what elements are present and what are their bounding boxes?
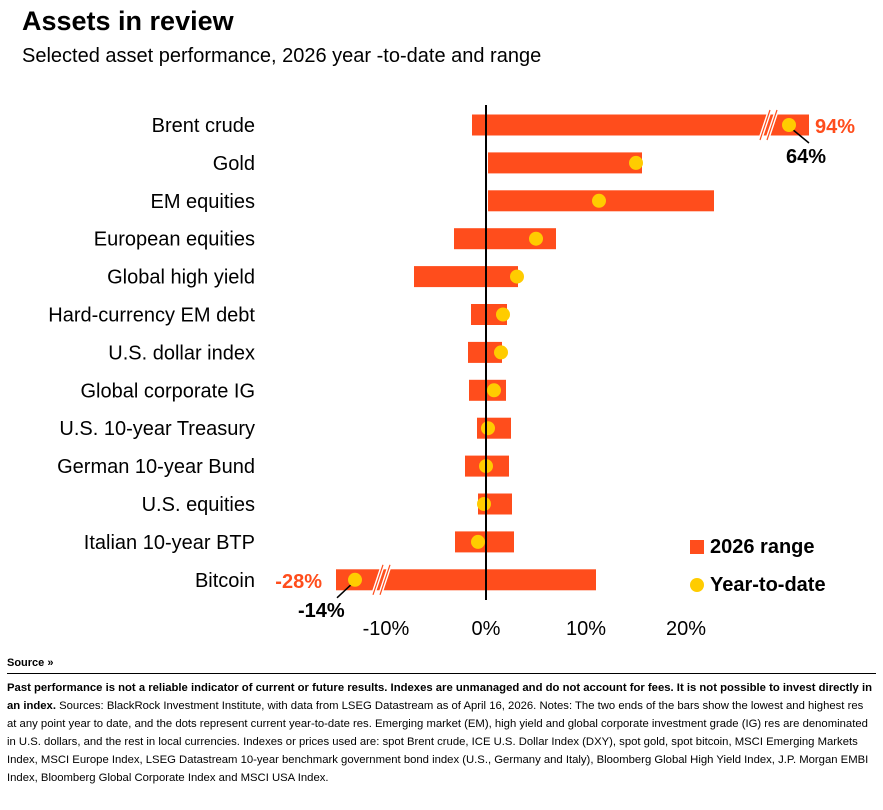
range-bar-european-equities (454, 228, 556, 250)
notes-text: Sources: BlackRock Investment Institute,… (7, 700, 869, 784)
legend-item-range: 2026 range (690, 528, 826, 566)
category-label-em-equities: EM equities (151, 191, 256, 213)
legend-swatch-ytd (690, 578, 704, 592)
range-bar-brent-crude (472, 114, 809, 136)
ytd-leader-bitcoin (336, 583, 353, 599)
category-label-gold: Gold (213, 153, 255, 175)
axis-break-edge-bitcoin-0 (372, 564, 384, 595)
source-toggle-button[interactable]: Source » (7, 657, 54, 669)
ytd-callout-bitcoin: -14% (298, 600, 345, 622)
range-callout-bitcoin: -28% (275, 571, 322, 593)
chart-legend: 2026 range Year-to-date (690, 528, 826, 604)
range-bar-bitcoin (336, 569, 596, 591)
ytd-dot-gold (629, 155, 643, 170)
source-notes: Past performance is not a reliable indic… (7, 679, 873, 787)
category-label-u-s-equities: U.S. equities (142, 494, 255, 516)
ytd-dot-italian-10-year-btp (471, 534, 485, 549)
axis-break-edge-brent-crude-1 (766, 109, 778, 141)
ytd-dot-brent-crude (782, 118, 796, 132)
divider (7, 673, 876, 674)
category-label-u-s-10-year-treasury: U.S. 10-year Treasury (59, 418, 255, 440)
category-label-hard-currency-em-debt: Hard-currency EM debt (48, 305, 255, 327)
x-tick-label-2: 10% (566, 618, 606, 640)
range-bar-hard-currency-em-debt (471, 304, 507, 325)
range-chart: Brent crude 94% 64% Gold EM equities European… (48, 105, 855, 640)
ytd-callout-brent-crude: 64% (786, 146, 826, 168)
page-title: Assets in review (22, 6, 234, 36)
category-label-european-equities: European equities (94, 229, 255, 251)
legend-swatch-range (690, 540, 704, 554)
x-tick-label-0: -10% (363, 618, 410, 640)
x-tick-label-3: 20% (666, 618, 706, 640)
range-bar-gold (488, 152, 642, 174)
range-callout-brent-crude: 94% (815, 116, 855, 138)
category-label-italian-10-year-btp: Italian 10-year BTP (84, 532, 255, 554)
disclaimer-text: Past performance is not a reliable indic… (7, 682, 873, 712)
axis-break-edge-brent-crude-0 (759, 109, 771, 141)
ytd-leader-brent-crude (791, 128, 810, 144)
ytd-dot-hard-currency-em-debt (496, 307, 510, 322)
ytd-dot-european-equities (529, 231, 543, 246)
category-label-german-10-year-bund: German 10-year Bund (57, 456, 255, 478)
legend-item-ytd: Year-to-date (690, 566, 826, 604)
ytd-dot-bitcoin (348, 572, 362, 587)
category-label-brent-crude: Brent crude (152, 115, 255, 137)
range-bar-global-high-yield (414, 266, 518, 288)
ytd-dot-u-s-equities (477, 497, 491, 511)
ytd-dot-global-corporate-ig (487, 383, 501, 398)
category-label-global-high-yield: Global high yield (107, 267, 255, 289)
category-label-u-s-dollar-index: U.S. dollar index (108, 342, 255, 364)
ytd-dot-u-s-dollar-index (494, 345, 508, 360)
x-tick-label-1: 0% (472, 618, 501, 640)
legend-label-range: 2026 range (710, 535, 815, 558)
ytd-dot-u-s-10-year-treasury (481, 421, 495, 436)
category-label-global-corporate-ig: Global corporate IG (80, 380, 255, 402)
page-subtitle: Selected asset performance, 2026 year -t… (22, 45, 542, 67)
category-label-bitcoin: Bitcoin (195, 570, 255, 592)
axis-break-edge-bitcoin-1 (379, 564, 391, 595)
ytd-dot-em-equities (592, 193, 606, 208)
legend-label-ytd: Year-to-date (710, 573, 826, 596)
ytd-dot-global-high-yield (510, 269, 524, 284)
